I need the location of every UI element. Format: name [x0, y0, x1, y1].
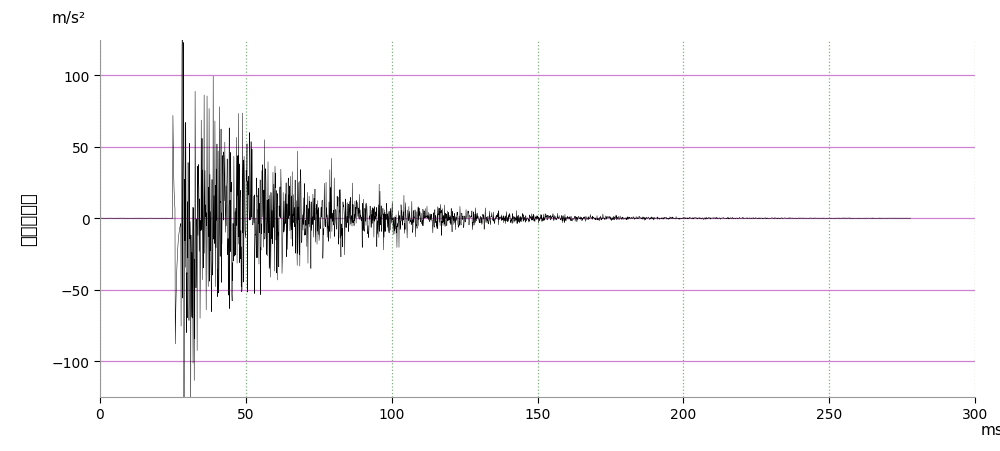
Text: m/s²: m/s² — [52, 11, 86, 26]
X-axis label: ms: ms — [981, 422, 1000, 437]
Y-axis label: 振动加速度: 振动加速度 — [20, 192, 38, 245]
